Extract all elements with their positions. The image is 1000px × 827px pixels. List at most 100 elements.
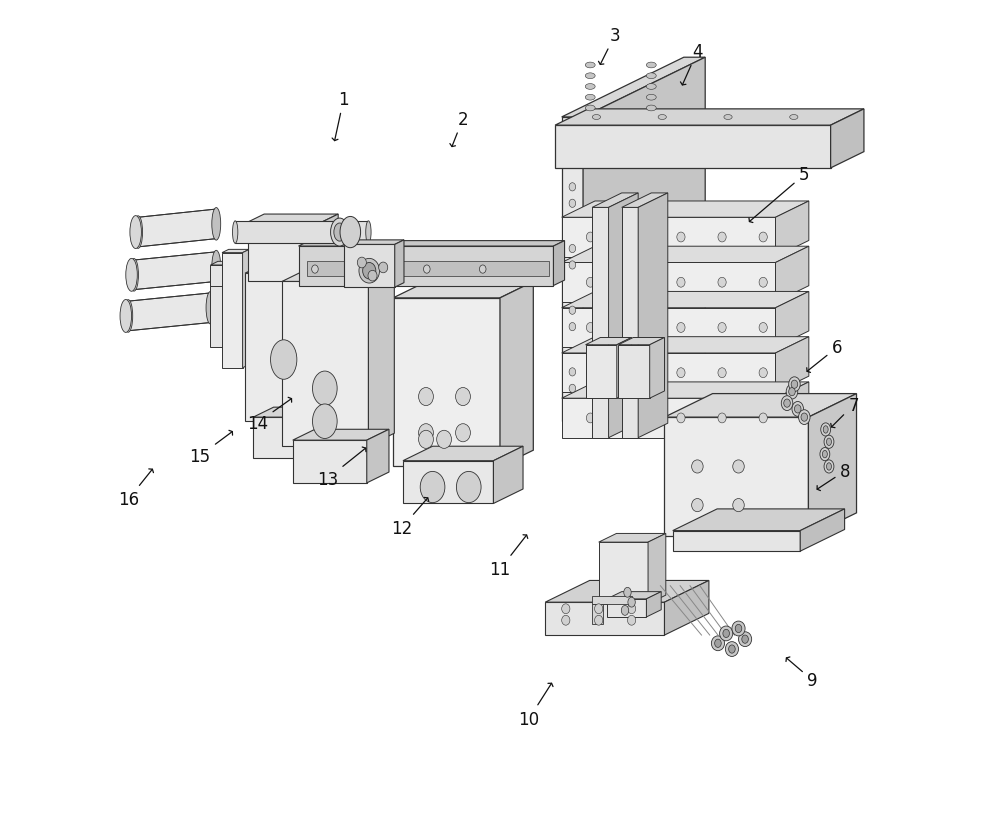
- Polygon shape: [299, 246, 553, 286]
- Polygon shape: [555, 126, 831, 169]
- Polygon shape: [592, 596, 632, 604]
- Ellipse shape: [366, 222, 371, 244]
- Ellipse shape: [363, 263, 376, 280]
- Polygon shape: [622, 194, 668, 208]
- Polygon shape: [618, 338, 664, 346]
- Text: 16: 16: [118, 470, 153, 509]
- Polygon shape: [307, 261, 549, 276]
- Polygon shape: [134, 252, 216, 290]
- Ellipse shape: [827, 463, 831, 471]
- Polygon shape: [562, 117, 583, 422]
- Polygon shape: [646, 592, 661, 617]
- Ellipse shape: [569, 245, 576, 253]
- Ellipse shape: [312, 404, 337, 439]
- Text: 3: 3: [598, 26, 620, 65]
- Ellipse shape: [592, 116, 601, 120]
- Text: 1: 1: [332, 91, 349, 141]
- Ellipse shape: [569, 184, 576, 192]
- Ellipse shape: [621, 605, 629, 615]
- Ellipse shape: [419, 424, 433, 442]
- Ellipse shape: [271, 341, 297, 380]
- Polygon shape: [618, 346, 650, 399]
- Ellipse shape: [759, 414, 767, 423]
- Polygon shape: [592, 208, 609, 438]
- Ellipse shape: [595, 604, 603, 614]
- Polygon shape: [592, 194, 638, 208]
- Polygon shape: [553, 241, 565, 286]
- Ellipse shape: [739, 632, 752, 647]
- Ellipse shape: [134, 217, 143, 249]
- Polygon shape: [592, 604, 603, 624]
- Ellipse shape: [456, 472, 481, 503]
- Ellipse shape: [789, 388, 795, 396]
- Polygon shape: [319, 408, 339, 459]
- Polygon shape: [344, 245, 395, 288]
- Ellipse shape: [692, 461, 703, 474]
- Polygon shape: [395, 241, 404, 288]
- Ellipse shape: [627, 414, 636, 423]
- Polygon shape: [248, 215, 338, 223]
- Ellipse shape: [733, 461, 744, 474]
- Ellipse shape: [595, 615, 603, 625]
- Polygon shape: [403, 461, 493, 504]
- Ellipse shape: [627, 604, 636, 614]
- Ellipse shape: [725, 642, 739, 657]
- Ellipse shape: [368, 265, 374, 274]
- Ellipse shape: [334, 224, 345, 241]
- Ellipse shape: [212, 251, 221, 284]
- Ellipse shape: [424, 265, 430, 274]
- Polygon shape: [293, 441, 367, 483]
- Ellipse shape: [823, 426, 828, 433]
- Polygon shape: [545, 581, 709, 602]
- Ellipse shape: [479, 265, 486, 274]
- Ellipse shape: [368, 271, 377, 282]
- Ellipse shape: [357, 258, 366, 269]
- Ellipse shape: [692, 499, 703, 512]
- Ellipse shape: [646, 63, 656, 69]
- Polygon shape: [562, 292, 809, 308]
- Polygon shape: [831, 110, 864, 169]
- Ellipse shape: [562, 604, 570, 614]
- Polygon shape: [562, 202, 809, 218]
- Ellipse shape: [718, 232, 726, 242]
- Polygon shape: [403, 447, 523, 461]
- Polygon shape: [248, 223, 322, 282]
- Polygon shape: [222, 250, 249, 253]
- Ellipse shape: [791, 380, 798, 389]
- Ellipse shape: [585, 74, 595, 79]
- Polygon shape: [282, 282, 368, 447]
- Polygon shape: [562, 337, 809, 353]
- Ellipse shape: [759, 323, 767, 333]
- Ellipse shape: [569, 385, 576, 393]
- Ellipse shape: [820, 448, 830, 461]
- Ellipse shape: [677, 232, 685, 242]
- Polygon shape: [235, 262, 243, 286]
- Ellipse shape: [781, 396, 793, 411]
- Text: 4: 4: [680, 43, 703, 86]
- Polygon shape: [344, 241, 404, 245]
- Ellipse shape: [627, 368, 636, 378]
- Ellipse shape: [627, 323, 636, 333]
- Ellipse shape: [585, 106, 595, 112]
- Ellipse shape: [586, 323, 595, 333]
- Ellipse shape: [677, 368, 685, 378]
- Polygon shape: [368, 270, 394, 447]
- Ellipse shape: [585, 84, 595, 90]
- Ellipse shape: [822, 451, 827, 458]
- Ellipse shape: [419, 388, 433, 406]
- Ellipse shape: [735, 624, 742, 633]
- Polygon shape: [664, 581, 709, 635]
- Ellipse shape: [824, 436, 834, 449]
- Ellipse shape: [331, 219, 349, 246]
- Ellipse shape: [124, 300, 133, 332]
- Ellipse shape: [799, 410, 810, 425]
- Ellipse shape: [456, 424, 470, 442]
- Polygon shape: [299, 241, 565, 246]
- Ellipse shape: [729, 645, 735, 653]
- Ellipse shape: [585, 95, 595, 101]
- Polygon shape: [607, 599, 646, 617]
- Polygon shape: [245, 263, 345, 274]
- Text: 12: 12: [391, 498, 429, 538]
- Polygon shape: [493, 447, 523, 504]
- Polygon shape: [776, 292, 809, 348]
